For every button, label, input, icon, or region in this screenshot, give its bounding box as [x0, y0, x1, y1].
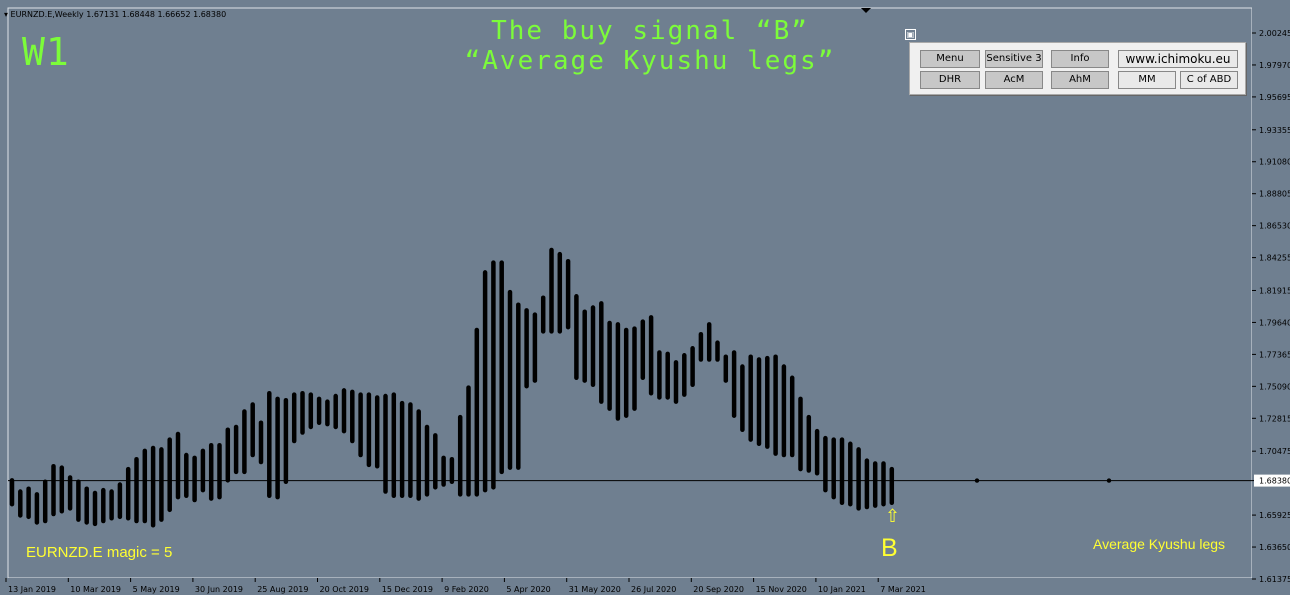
sensitive-button[interactable]: Sensitive 3	[985, 50, 1043, 68]
x-tick-label: 13 Jan 2019	[8, 585, 56, 594]
x-tick-label: 25 Aug 2019	[257, 585, 308, 594]
magic-label: EURNZD.E magic = 5	[26, 544, 173, 561]
y-tick-label: 1.88805	[1259, 190, 1290, 199]
y-tick-label: 1.97970	[1259, 61, 1290, 70]
time-axis	[0, 578, 1252, 595]
chart-title-line-2: “Average Kyushu legs”	[464, 46, 836, 76]
ahm-button[interactable]: AhM	[1051, 71, 1109, 89]
website-link[interactable]: www.ichimoku.eu	[1118, 50, 1238, 68]
current-price-tag	[1254, 474, 1290, 487]
x-tick-label: 10 Jan 2021	[818, 585, 866, 594]
y-tick-label: 1.91080	[1259, 158, 1290, 167]
y-tick-label: 1.95695	[1259, 93, 1290, 102]
acm-button[interactable]: AcM	[985, 71, 1043, 89]
x-tick-label: 15 Dec 2019	[382, 585, 433, 594]
chart-title-line-1: The buy signal “B”	[491, 16, 809, 46]
price-axis	[1252, 0, 1290, 595]
menu-button[interactable]: Menu	[920, 50, 980, 68]
y-tick-label: 1.61375	[1259, 575, 1290, 584]
x-tick-label: 10 Mar 2019	[70, 585, 121, 594]
mm-button[interactable]: MM	[1118, 71, 1176, 89]
future-dot	[1106, 478, 1112, 483]
y-tick-label: 1.72815	[1259, 414, 1290, 423]
x-tick-label: 31 May 2020	[569, 585, 621, 594]
indicator-label: Average Kyushu legs	[1093, 536, 1226, 552]
x-tick-label: 20 Sep 2020	[693, 585, 744, 594]
x-tick-label: 5 May 2019	[133, 585, 180, 594]
x-tick-label: 9 Feb 2020	[444, 585, 489, 594]
future-dot	[974, 478, 980, 483]
x-tick-label: 5 Apr 2020	[506, 585, 550, 594]
dhr-button[interactable]: DHR	[920, 71, 980, 89]
info-button[interactable]: Info	[1051, 50, 1109, 68]
y-tick-label: 1.77365	[1259, 350, 1290, 359]
y-tick-label: 1.84255	[1259, 254, 1290, 263]
x-tick-label: 30 Jun 2019	[195, 585, 243, 594]
c-of-abd-button[interactable]: C of ABD	[1180, 71, 1238, 89]
buy-signal-label: B	[881, 534, 898, 562]
shift-marker-icon[interactable]	[861, 8, 871, 13]
x-tick-label: 20 Oct 2019	[320, 585, 369, 594]
y-tick-label: 1.93355	[1259, 126, 1290, 135]
y-tick-label: 1.63650	[1259, 543, 1290, 552]
ichimoku-control-panel: Menu Sensitive 3 Info www.ichimoku.eu DH…	[909, 42, 1246, 95]
x-tick-label: 15 Nov 2020	[756, 585, 807, 594]
y-tick-label: 1.65925	[1259, 511, 1290, 520]
x-tick-label: 7 Mar 2021	[880, 585, 926, 594]
y-tick-label: 1.79640	[1259, 318, 1290, 327]
y-tick-label: 1.81915	[1259, 286, 1290, 295]
y-tick-label: 1.86530	[1259, 222, 1290, 231]
y-tick-label: 2.00245	[1259, 29, 1290, 38]
symbol-header: ▾ EURNZD.E,Weekly 1.67131 1.68448 1.6665…	[4, 10, 227, 19]
up-arrow-icon: ⇧	[885, 506, 901, 527]
y-tick-label: 1.75090	[1259, 382, 1290, 391]
y-tick-label: 1.70475	[1259, 447, 1290, 456]
timeframe-label: W1	[22, 30, 70, 74]
current-price-tag-label: 1.68380	[1259, 477, 1290, 486]
pin-icon[interactable]: ▣	[905, 29, 916, 40]
x-tick-label: 26 Jul 2020	[631, 585, 676, 594]
